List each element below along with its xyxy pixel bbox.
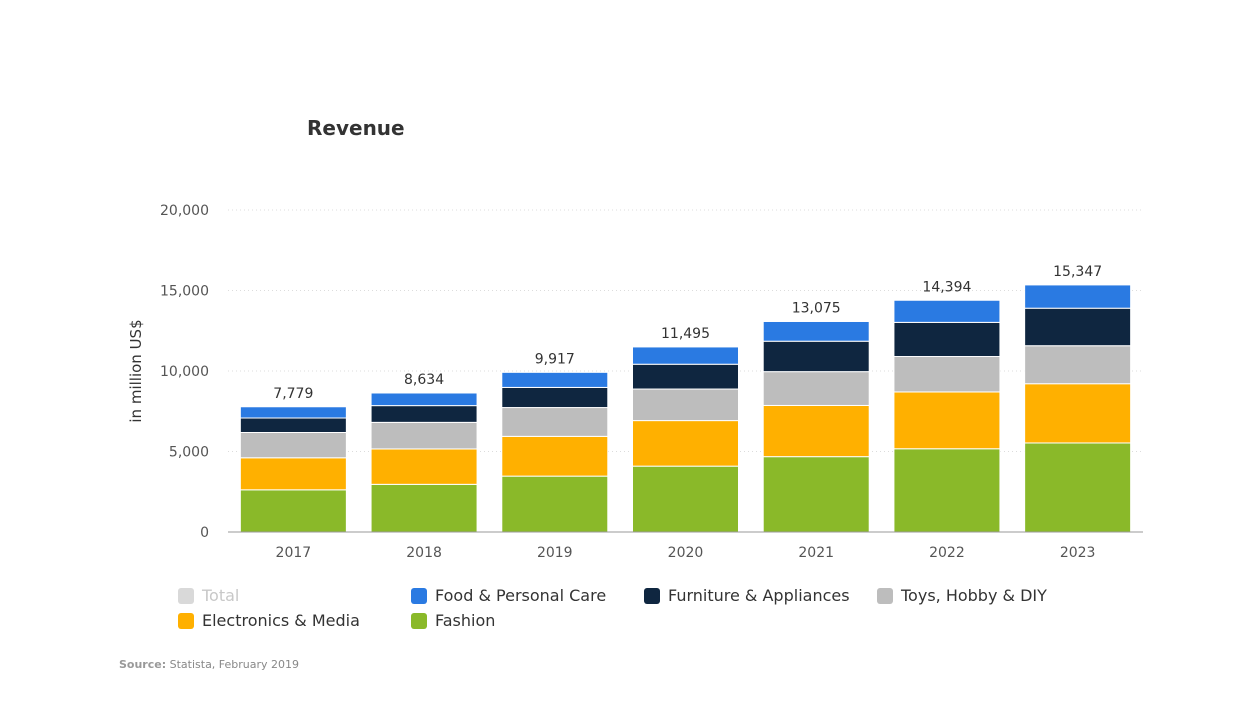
bar-segment[interactable] bbox=[893, 321, 1001, 358]
legend-label: Electronics & Media bbox=[202, 611, 360, 630]
chart-title: Revenue bbox=[307, 116, 405, 140]
total-label: 8,634 bbox=[404, 372, 444, 388]
bar-segment[interactable] bbox=[501, 371, 609, 388]
legend-item[interactable]: Fashion bbox=[411, 611, 495, 630]
bar-segment[interactable] bbox=[1024, 307, 1132, 347]
bar-segment[interactable] bbox=[1024, 284, 1132, 309]
x-tick-label: 2019 bbox=[537, 545, 573, 561]
bar-segment[interactable] bbox=[370, 421, 478, 450]
source-note: Source: Statista, February 2019 bbox=[119, 658, 299, 671]
total-label: 15,347 bbox=[1053, 264, 1102, 280]
bar-segment[interactable] bbox=[370, 405, 478, 423]
bar-segment[interactable] bbox=[370, 448, 478, 485]
total-label: 13,075 bbox=[792, 300, 841, 316]
y-tick-label: 10,000 bbox=[160, 364, 209, 380]
legend-swatch bbox=[178, 587, 194, 604]
legend-swatch bbox=[411, 587, 427, 604]
bar-segment[interactable] bbox=[239, 489, 347, 533]
legend-label: Total bbox=[202, 586, 240, 605]
source-text: Statista, February 2019 bbox=[166, 658, 300, 671]
x-tick-label: 2023 bbox=[1060, 545, 1096, 561]
bar-segment[interactable] bbox=[762, 371, 870, 406]
bar-segment[interactable] bbox=[632, 388, 739, 422]
bar-segment[interactable] bbox=[501, 386, 609, 409]
legend-swatch bbox=[178, 612, 194, 629]
source-label: Source: bbox=[119, 658, 167, 671]
total-label: 9,917 bbox=[535, 351, 575, 367]
bar-segment[interactable] bbox=[239, 432, 347, 459]
legend-swatch bbox=[644, 587, 660, 604]
y-axis-label: in million US$ bbox=[127, 319, 145, 422]
bar-segment[interactable] bbox=[239, 406, 347, 419]
bar-segment[interactable] bbox=[501, 435, 609, 477]
x-tick-label: 2018 bbox=[406, 545, 442, 561]
legend-swatch bbox=[411, 612, 427, 629]
bar-segment[interactable] bbox=[1024, 345, 1132, 385]
legend-item[interactable]: Furniture & Appliances bbox=[644, 586, 850, 605]
bar-segment[interactable] bbox=[501, 475, 609, 533]
y-tick-label: 0 bbox=[200, 525, 209, 541]
legend-item[interactable]: Total bbox=[178, 586, 239, 605]
bar-segment[interactable] bbox=[632, 346, 739, 365]
y-tick-label: 20,000 bbox=[160, 203, 209, 219]
legend-label: Toys, Hobby & DIY bbox=[901, 586, 1047, 605]
legend-item[interactable]: Food & Personal Care bbox=[411, 586, 606, 605]
bar-segment[interactable] bbox=[762, 340, 870, 373]
legend-item[interactable]: Toys, Hobby & DIY bbox=[877, 586, 1047, 605]
bar-segment[interactable] bbox=[370, 392, 478, 407]
y-tick-label: 15,000 bbox=[160, 284, 209, 300]
bar-stacks bbox=[239, 284, 1132, 533]
bar-segment[interactable] bbox=[632, 465, 739, 533]
bar-segment[interactable] bbox=[1024, 442, 1132, 533]
bar-segment[interactable] bbox=[501, 407, 609, 437]
legend-swatch bbox=[877, 587, 893, 604]
bar-segment[interactable] bbox=[632, 363, 739, 390]
bar-segment[interactable] bbox=[239, 457, 347, 491]
legend-label: Fashion bbox=[435, 611, 496, 630]
bar-segment[interactable] bbox=[893, 356, 1001, 393]
total-label: 7,779 bbox=[273, 386, 313, 402]
total-label: 14,394 bbox=[922, 279, 971, 295]
bar-segment[interactable] bbox=[1024, 383, 1132, 444]
bar-segment[interactable] bbox=[239, 417, 347, 434]
total-label: 11,495 bbox=[661, 326, 710, 342]
legend-label: Food & Personal Care bbox=[435, 586, 607, 605]
x-tick-label: 2021 bbox=[798, 545, 834, 561]
legend-item[interactable]: Electronics & Media bbox=[178, 611, 360, 630]
bar-segment[interactable] bbox=[893, 299, 1001, 323]
x-tick-label: 2020 bbox=[668, 545, 704, 561]
bar-segment[interactable] bbox=[893, 448, 1001, 533]
bar-segment[interactable] bbox=[762, 456, 870, 533]
y-tick-label: 5,000 bbox=[169, 445, 209, 461]
x-tick-label: 2022 bbox=[929, 545, 965, 561]
x-tick-label: 2017 bbox=[276, 545, 312, 561]
bar-segment[interactable] bbox=[632, 420, 739, 467]
bar-segment[interactable] bbox=[893, 391, 1001, 450]
bar-segment[interactable] bbox=[762, 404, 870, 458]
legend-label: Furniture & Appliances bbox=[668, 586, 850, 605]
y-axis-ticks: 0 5,000 10,000 15,000 20,000 bbox=[160, 203, 209, 541]
x-axis-ticks: 2017 2018 2019 2020 2021 2022 2023 bbox=[276, 545, 1096, 561]
total-labels: 7,779 8,634 9,917 11,495 13,075 14,394 15,347 bbox=[273, 264, 1102, 402]
bar-segment[interactable] bbox=[762, 320, 870, 342]
bar-segment[interactable] bbox=[370, 483, 478, 533]
